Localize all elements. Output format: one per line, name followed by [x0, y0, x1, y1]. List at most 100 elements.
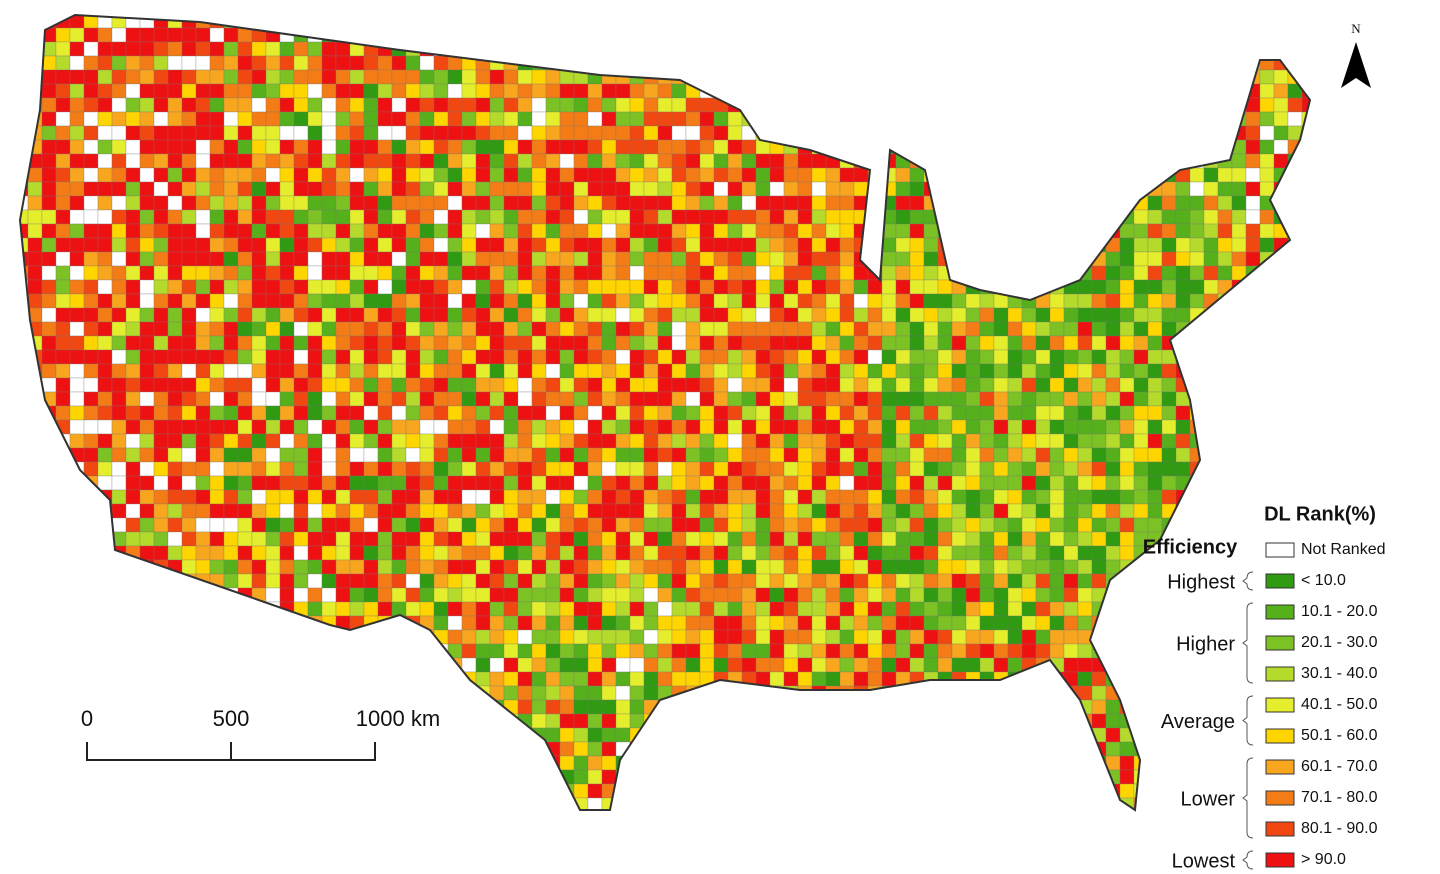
county	[825, 111, 841, 127]
county	[97, 447, 113, 463]
county	[853, 293, 869, 309]
county	[909, 447, 925, 463]
county	[69, 153, 85, 169]
county	[503, 405, 519, 421]
county	[1077, 139, 1093, 155]
county	[1091, 27, 1107, 43]
county	[644, 0, 658, 14]
county	[1259, 125, 1275, 141]
county	[559, 55, 575, 71]
county	[237, 363, 253, 379]
county	[1049, 405, 1065, 421]
county	[1091, 405, 1107, 421]
county	[475, 363, 491, 379]
county	[1091, 223, 1107, 239]
county	[209, 111, 225, 127]
county	[671, 167, 687, 183]
county	[783, 699, 799, 715]
county	[601, 503, 617, 519]
county	[265, 517, 281, 533]
county	[1301, 15, 1310, 29]
county	[1316, 364, 1330, 378]
county	[209, 559, 225, 575]
county	[1133, 447, 1149, 463]
county	[1049, 615, 1065, 631]
county	[475, 321, 491, 337]
county	[209, 181, 225, 197]
county	[615, 27, 631, 43]
county	[853, 377, 869, 393]
county	[811, 363, 827, 379]
county	[265, 27, 281, 43]
county	[573, 657, 589, 673]
county	[699, 223, 715, 239]
county	[1287, 419, 1303, 435]
county	[1231, 405, 1247, 421]
county	[1021, 293, 1037, 309]
county	[363, 97, 379, 113]
county	[209, 671, 225, 687]
county	[503, 433, 519, 449]
county	[853, 27, 869, 43]
county	[727, 573, 743, 589]
county	[1091, 83, 1107, 99]
county	[727, 587, 743, 603]
county	[20, 447, 29, 463]
county	[797, 419, 813, 435]
county	[797, 405, 813, 421]
county	[461, 503, 477, 519]
county	[111, 419, 127, 435]
county	[1119, 181, 1135, 197]
county	[405, 671, 421, 687]
county	[1316, 224, 1330, 238]
county	[783, 307, 799, 323]
county	[909, 167, 925, 183]
county	[237, 167, 253, 183]
county	[293, 41, 309, 57]
county	[559, 293, 575, 309]
county	[699, 559, 715, 575]
county	[153, 223, 169, 239]
county	[811, 503, 827, 519]
county	[909, 503, 925, 519]
county	[377, 559, 393, 575]
county	[559, 475, 575, 491]
county	[0, 672, 14, 686]
county	[937, 475, 953, 491]
county	[783, 461, 799, 477]
county	[27, 55, 43, 71]
county	[1063, 307, 1079, 323]
county	[685, 391, 701, 407]
county	[139, 587, 155, 603]
county	[811, 41, 827, 57]
county	[1133, 671, 1149, 687]
county	[293, 615, 309, 631]
county	[1007, 279, 1023, 295]
county	[405, 125, 421, 141]
county	[615, 125, 631, 141]
county	[1049, 15, 1065, 29]
county	[265, 41, 281, 57]
county	[559, 167, 575, 183]
county	[349, 83, 365, 99]
county	[671, 377, 687, 393]
county	[223, 27, 239, 43]
county	[853, 279, 869, 295]
county	[69, 559, 85, 575]
county	[769, 573, 785, 589]
county	[615, 615, 631, 631]
county	[657, 601, 673, 617]
county	[461, 97, 477, 113]
county	[349, 601, 365, 617]
county	[1245, 489, 1261, 505]
county	[1231, 503, 1247, 519]
county	[573, 713, 589, 729]
county	[755, 615, 771, 631]
county	[251, 41, 267, 57]
county	[965, 125, 981, 141]
county	[1217, 657, 1233, 673]
county	[755, 15, 771, 29]
county	[811, 97, 827, 113]
county	[223, 685, 239, 701]
county	[1063, 657, 1079, 673]
